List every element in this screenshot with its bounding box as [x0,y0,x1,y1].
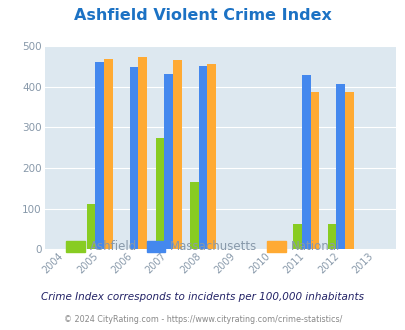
Text: © 2024 CityRating.com - https://www.cityrating.com/crime-statistics/: © 2024 CityRating.com - https://www.city… [64,315,341,324]
Text: Crime Index corresponds to incidents per 100,000 inhabitants: Crime Index corresponds to incidents per… [41,292,364,302]
Bar [336,84,344,249]
Bar [164,74,173,249]
Bar [95,62,104,249]
Bar [301,76,310,249]
Bar [104,59,112,249]
Bar [190,182,198,249]
Bar [173,60,181,249]
Bar [293,224,301,249]
Bar [155,138,164,249]
Text: Ashfield Violent Crime Index: Ashfield Violent Crime Index [74,8,331,23]
Bar [310,92,318,249]
Legend: Ashfield, Massachusetts, National: Ashfield, Massachusetts, National [61,236,344,258]
Bar [87,204,95,249]
Bar [198,66,207,249]
Bar [207,64,215,249]
Bar [344,92,353,249]
Bar [327,224,336,249]
Bar [130,67,138,249]
Bar [138,57,147,249]
